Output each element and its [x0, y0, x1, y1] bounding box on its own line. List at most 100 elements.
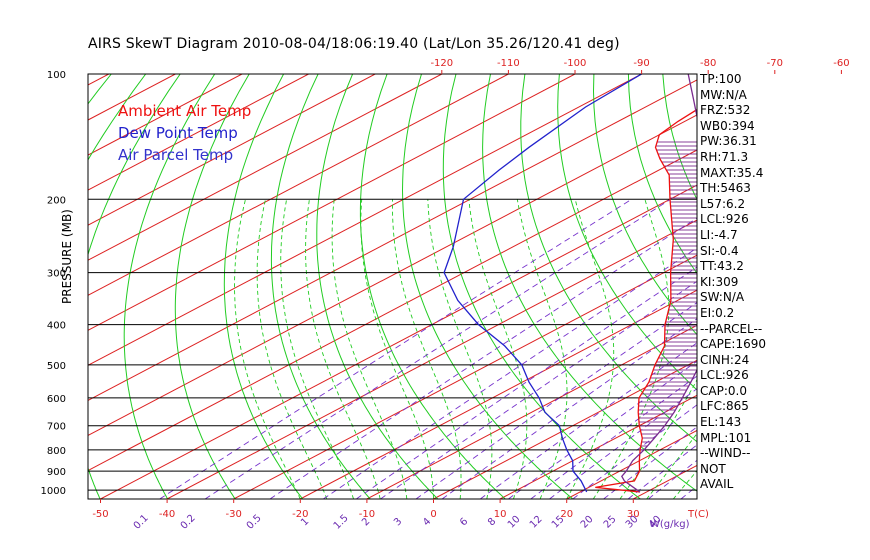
stability-index-item: FRZ:532	[700, 103, 751, 118]
mixing-ratio-line	[508, 360, 697, 499]
stability-index-item: LI:-4.7	[700, 227, 738, 242]
stability-index-item: NOT	[700, 461, 726, 476]
dry-adiabat-line	[401, 74, 574, 499]
mixing-ratio-label: 0.1	[132, 513, 151, 532]
moist-adiabat-line	[256, 199, 328, 499]
pressure-tick-label: 300	[47, 269, 66, 280]
isotherm-line	[100, 184, 697, 499]
mixing-ratio-line	[480, 342, 697, 499]
bottom-temp-label: 0	[430, 509, 436, 520]
isotherm-line	[88, 74, 243, 156]
mixing-ratio-label: 10	[506, 514, 523, 531]
bottom-temp-label: 10	[494, 509, 507, 520]
plot-border	[87, 73, 698, 500]
stability-indices-list: TP:100 MW:N/A FRZ:532 WB0:394 PW:36.31 RH:71.…	[700, 72, 766, 493]
isotherm-line	[833, 74, 870, 499]
dry-adiabat-line	[557, 74, 697, 391]
chart-title: AIRS SkewT Diagram 2010-08-04/18:06:19.4…	[88, 36, 620, 52]
moist-adiabat-line	[427, 199, 493, 499]
mixing-ratio-label: 25	[602, 514, 619, 531]
dry-adiabat-line	[592, 74, 697, 336]
isotherm-line	[233, 254, 697, 499]
stability-index-item: LFC:865	[700, 399, 749, 414]
isotherm-line	[0, 74, 42, 499]
dry-adiabat-line	[520, 74, 697, 443]
moist-adiabat-line	[305, 199, 381, 499]
isotherm-line	[88, 74, 443, 261]
pressure-tick-label: 500	[47, 361, 66, 372]
mixing-ratio-label: 0.2	[179, 513, 198, 532]
dry-adiabat-line	[766, 74, 870, 499]
mixing-ratio-line	[323, 247, 697, 499]
stability-index-item: MAXT:35.4	[700, 165, 764, 180]
moist-adiabat-line	[360, 199, 434, 499]
ambient-air-temp-line	[595, 108, 697, 493]
mixing-ratio-line	[204, 198, 671, 499]
dry-adiabat-line	[174, 74, 250, 499]
mixing-ratio-line	[441, 318, 697, 499]
dry-adiabat-line	[270, 74, 371, 499]
isotherm-line	[88, 74, 642, 366]
dry-adiabat-line	[801, 74, 870, 499]
bottom-temp-label: -10	[359, 509, 375, 520]
mixing-ratio-line	[549, 388, 697, 499]
dry-adiabat-line	[835, 74, 870, 499]
air-parcel-temp-line	[621, 74, 697, 493]
stability-index-item: CAP:0.0	[700, 383, 747, 398]
stability-index-item: PW:36.31	[700, 134, 757, 149]
stability-index-item: TT:43.2	[700, 259, 744, 274]
mixing-ratio-label: 20	[579, 514, 596, 531]
isotherm-line	[499, 394, 697, 499]
mixing-ratio-line	[603, 426, 697, 499]
dry-adiabat-line	[88, 74, 112, 105]
stability-index-item: SI:-0.4	[700, 243, 739, 258]
pressure-tick-label: 200	[47, 195, 66, 206]
dry-adiabat-line	[442, 74, 641, 499]
pressure-tick-label: 700	[47, 422, 66, 433]
mixing-ratio-label: 1	[299, 516, 311, 528]
isotherm-line	[88, 79, 697, 401]
pressure-tick-label: 600	[47, 394, 66, 405]
y-axis-label: PRESSURE (MB)	[60, 209, 74, 304]
moist-adiabat-line	[392, 199, 462, 499]
top-temp-label: -60	[833, 58, 849, 69]
pressure-tick-label: 1000	[41, 486, 66, 497]
top-temp-label: -100	[564, 58, 587, 69]
moist-adiabat-line	[280, 199, 355, 499]
isotherm-line	[300, 289, 697, 499]
stability-index-item: --WIND--	[700, 446, 751, 461]
isotherm-line	[88, 149, 697, 472]
stability-index-item: EL:143	[700, 415, 742, 430]
dew-point-temp-line	[443, 74, 642, 493]
mixing-ratio-line	[530, 375, 697, 499]
pressure-tick-label: 400	[47, 321, 66, 332]
bottom-temp-label: -30	[226, 509, 242, 520]
mixing-ratio-line	[159, 198, 632, 499]
dry-adiabat-line	[123, 74, 216, 499]
bottom-temp-label: 20	[560, 509, 573, 520]
isotherm-line	[88, 74, 576, 331]
dry-adiabat-line	[359, 74, 506, 499]
stability-index-item: EI:0.2	[700, 305, 735, 320]
stability-index-item: KI:309	[700, 274, 739, 289]
mixing-ratio-label: 6	[458, 516, 470, 528]
top-temp-label: -80	[700, 58, 716, 69]
moist-adiabat-line	[331, 199, 408, 499]
stability-index-item: LCL:926	[700, 212, 749, 227]
moist-adiabat-line	[516, 199, 568, 499]
isotherm-line	[433, 359, 697, 499]
mixing-ratio-line	[415, 302, 697, 499]
stability-index-item: --PARCEL--	[700, 321, 763, 336]
isotherm-line	[88, 74, 110, 86]
stability-index-item: TH:5463	[700, 181, 751, 196]
stability-index-item: MPL:101	[700, 430, 752, 445]
dry-adiabat-line	[223, 74, 304, 499]
mixing-ratio-line	[648, 459, 697, 499]
moist-adiabat-line	[566, 199, 615, 499]
stability-index-item: TP:100	[700, 72, 742, 86]
stability-index-item: L57:6.2	[700, 196, 746, 211]
stability-index-item: MW:N/A	[700, 87, 747, 102]
isotherm-line	[166, 219, 697, 499]
stability-index-item: RH:71.3	[700, 149, 749, 164]
mixing-ratio-label: 3	[392, 516, 404, 528]
